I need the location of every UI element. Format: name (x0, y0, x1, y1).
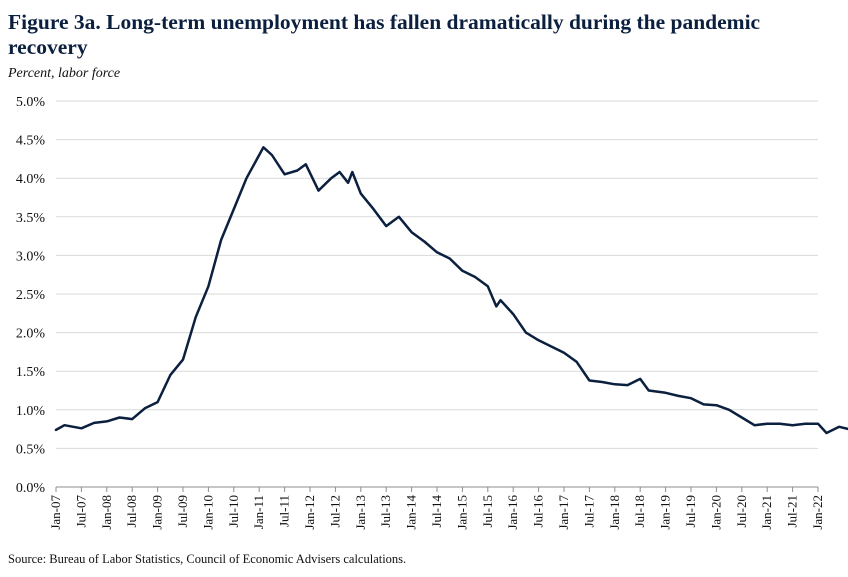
x-tick-label: Jul-09 (175, 495, 190, 528)
x-tick-label: Jan-09 (150, 495, 165, 530)
x-tick-label: Jan-22 (810, 495, 825, 530)
x-tick-label: Jan-18 (607, 495, 622, 530)
x-tick-label: Jul-13 (378, 495, 393, 528)
series-line-long-term-unemployment (54, 146, 848, 435)
y-tick-label: 2.0% (16, 327, 46, 342)
x-tick-label: Jan-12 (302, 495, 317, 530)
y-axis-unit-label: Percent, labor force (8, 66, 121, 81)
x-tick-label: Jul-16 (531, 495, 546, 528)
x-axis: Jan-07 Jul-07 Jan-08 Jul-08 Jan-09 Jul-09 Jan-… (48, 486, 825, 530)
y-tick-label: 3.0% (16, 249, 46, 264)
y-tick-label: 2.5% (16, 288, 46, 303)
y-tick-label: 5.0% (16, 95, 46, 110)
x-tick-label: Jan-15 (454, 495, 469, 530)
x-tick-label: Jan-21 (759, 495, 774, 530)
y-tick-label: 1.0% (16, 404, 46, 419)
x-tick-label: Jan-19 (658, 495, 673, 530)
x-tick-label: Jan-13 (353, 495, 368, 530)
series-group (54, 146, 848, 435)
y-axis-tick-labels: 0.0% 0.5% 1.0% 1.5% 2.0% 2.5% 3.0% 3.5% 4.0% 4.5%… (16, 95, 46, 496)
x-tick-label: Jul-07 (73, 495, 88, 528)
x-tick-label: Jan-16 (505, 495, 520, 530)
chart-title: Figure 3a. Long-term unemployment has fa… (8, 10, 761, 59)
y-tick-label: 4.0% (16, 172, 46, 187)
x-tick-label: Jul-18 (632, 495, 647, 528)
x-tick-label: Jul-21 (785, 495, 800, 528)
x-tick-label: Jan-08 (99, 495, 114, 530)
y-tick-label: 1.5% (16, 365, 46, 380)
x-tick-label: Jul-20 (734, 495, 749, 528)
y-tick-label: 0.0% (16, 481, 46, 496)
x-tick-label: Jan-07 (48, 495, 63, 530)
x-tick-label: Jul-11 (277, 495, 292, 527)
x-tick-label: Jan-10 (200, 495, 215, 530)
y-tick-label: 0.5% (16, 442, 46, 457)
gridlines (56, 100, 818, 449)
x-tick-label: Jul-10 (226, 495, 241, 528)
x-tick-label: Jan-11 (251, 495, 266, 529)
x-tick-label: Jul-08 (124, 495, 139, 528)
x-tick-label: Jul-19 (683, 495, 698, 528)
x-tick-label: Jul-14 (429, 495, 444, 528)
x-tick-label: Jan-14 (404, 495, 419, 530)
x-tick-label: Jan-20 (708, 495, 723, 530)
y-tick-label: 4.5% (16, 134, 46, 149)
x-tick-label: Jul-17 (581, 495, 596, 528)
source-note: Source: Bureau of Labor Statistics, Coun… (8, 552, 407, 566)
y-tick-label: 3.5% (16, 211, 46, 226)
x-tick-label: Jan-17 (556, 495, 571, 530)
x-tick-label: Jul-15 (480, 495, 495, 528)
x-tick-label: Jul-12 (327, 495, 342, 528)
